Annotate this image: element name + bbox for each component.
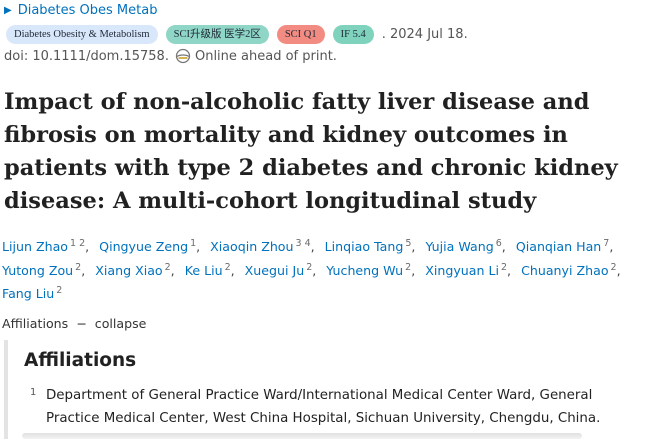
author-link[interactable]: Yucheng Wu 2 bbox=[326, 261, 412, 278]
author-affiliation-ref[interactable]: 2 bbox=[164, 261, 171, 273]
author-name: Yujia Wang bbox=[425, 239, 494, 254]
author-link[interactable]: Xuegui Ju 2 bbox=[244, 261, 313, 278]
author-link[interactable]: Xiaoqin Zhou 3 4 bbox=[210, 239, 310, 254]
author-affiliation-ref[interactable]: 2 bbox=[501, 261, 508, 273]
author-link[interactable]: Yujia Wang 6 bbox=[425, 239, 501, 254]
author-link[interactable]: Linqiao Tang 5 bbox=[325, 239, 412, 254]
author-name: Xiang Xiao bbox=[95, 262, 163, 278]
article-title: Impact of non‐alcoholic fatty liver dise… bbox=[4, 89, 618, 214]
impact-factor-badge[interactable]: IF 5.4 bbox=[332, 24, 374, 44]
journal-name-badge[interactable]: Diabetes Obesity & Metabolism bbox=[6, 24, 158, 44]
collapse-link[interactable]: collapse bbox=[94, 316, 147, 331]
author-link[interactable]: Lijun Zhao 1 2 bbox=[2, 239, 85, 254]
affiliation-text: Department of General Practice Ward/Inte… bbox=[46, 388, 601, 426]
affiliations-toggle-label: Affiliations bbox=[2, 316, 69, 331]
author-affiliation-ref[interactable]: 7 bbox=[603, 238, 610, 249]
author-affiliation-ref[interactable]: 2 bbox=[610, 261, 617, 273]
author-name: Linqiao Tang bbox=[324, 239, 404, 254]
author-affiliation-ref[interactable]: 1 bbox=[190, 238, 197, 249]
author-affiliation-ref[interactable]: 6 bbox=[495, 238, 502, 249]
affiliation-number: 1 bbox=[30, 387, 37, 398]
author-affiliation-ref[interactable]: 5 bbox=[405, 238, 412, 249]
author-link[interactable]: Yutong Zou 2 bbox=[2, 261, 82, 278]
triangle-right-icon: ▶ bbox=[4, 5, 12, 16]
sci-category-badge[interactable]: SCI升级版 医学2区 bbox=[165, 24, 269, 44]
author-affiliation-ref[interactable]: 2 bbox=[306, 261, 313, 273]
doi-link[interactable]: doi: 10.1111/dom.15758. bbox=[4, 48, 169, 64]
author-affiliation-ref[interactable]: 1 2 bbox=[70, 238, 86, 249]
author-separator: , bbox=[230, 262, 235, 278]
author-link[interactable]: Qingyue Zeng 1 bbox=[99, 239, 196, 254]
author-link[interactable]: Ke Liu 2 bbox=[184, 261, 231, 278]
author-separator: , bbox=[196, 239, 201, 254]
author-name: Xingyuan Li bbox=[425, 262, 499, 278]
author-separator: , bbox=[411, 239, 416, 254]
author-name: Chuanyi Zhao bbox=[521, 262, 609, 278]
badges-row: Diabetes Obesity & Metabolism SCI升级版 医学2… bbox=[6, 24, 468, 44]
author-separator: , bbox=[507, 262, 512, 278]
journal-abbrev-link[interactable]: Diabetes Obes Metab bbox=[17, 3, 158, 18]
sci-quartile-badge[interactable]: SCI Q1 bbox=[276, 24, 325, 44]
author-separator: , bbox=[81, 262, 86, 278]
author-name: Qingyue Zeng bbox=[99, 239, 189, 254]
author-separator: , bbox=[616, 262, 621, 278]
collapse-dash-icon: − bbox=[76, 316, 87, 331]
affiliations-panel: Affiliations 1 Department of General Pra… bbox=[4, 340, 644, 439]
author-link[interactable]: Xiang Xiao 2 bbox=[95, 261, 171, 278]
author-separator: , bbox=[170, 262, 175, 278]
author-affiliation-ref[interactable]: 2 bbox=[56, 285, 63, 296]
author-name: Yutong Zou bbox=[2, 262, 74, 278]
author-affiliation-ref[interactable]: 2 bbox=[405, 261, 412, 273]
author-affiliation-ref[interactable]: 3 4 bbox=[295, 238, 311, 249]
author-name: Xuegui Ju bbox=[244, 262, 305, 278]
affiliation-next-line-fragment bbox=[22, 433, 582, 439]
author-name: Xiaoqin Zhou bbox=[210, 239, 294, 254]
affiliations-toggle[interactable]: Affiliations − collapse bbox=[2, 316, 146, 331]
author-link[interactable]: Xingyuan Li 2 bbox=[425, 261, 508, 278]
author-link[interactable]: Fang Liu 2 bbox=[2, 286, 62, 301]
author-affiliation-ref[interactable]: 2 bbox=[75, 261, 82, 273]
affiliations-heading: Affiliations bbox=[24, 350, 137, 371]
author-name: Fang Liu bbox=[2, 286, 55, 301]
author-list: Lijun Zhao 1 2, Qingyue Zeng 1, Xiaoqin Zh… bbox=[2, 235, 644, 306]
author-separator: , bbox=[411, 262, 416, 278]
author-separator: , bbox=[609, 239, 614, 254]
author-separator: , bbox=[501, 239, 506, 254]
online-ahead-icon bbox=[175, 48, 191, 64]
author-separator: , bbox=[85, 239, 90, 254]
affiliation-item: 1 Department of General Practice Ward/In… bbox=[30, 384, 640, 430]
author-separator: , bbox=[310, 239, 315, 254]
author-name: Ke Liu bbox=[184, 262, 223, 278]
publication-date: . 2024 Jul 18. bbox=[381, 26, 468, 42]
publication-status: Online ahead of print. bbox=[194, 48, 337, 64]
author-name: Qianqian Han bbox=[515, 239, 602, 254]
author-name: Yucheng Wu bbox=[326, 262, 404, 278]
journal-header[interactable]: ▶ Diabetes Obes Metab bbox=[4, 3, 157, 18]
author-separator: , bbox=[312, 262, 317, 278]
doi-row: doi: 10.1111/dom.15758. Online ahead of … bbox=[4, 48, 337, 64]
author-name: Lijun Zhao bbox=[2, 239, 69, 254]
author-affiliation-ref[interactable]: 2 bbox=[224, 261, 231, 273]
author-link[interactable]: Chuanyi Zhao 2 bbox=[521, 261, 617, 278]
author-link[interactable]: Qianqian Han 7 bbox=[516, 239, 610, 254]
